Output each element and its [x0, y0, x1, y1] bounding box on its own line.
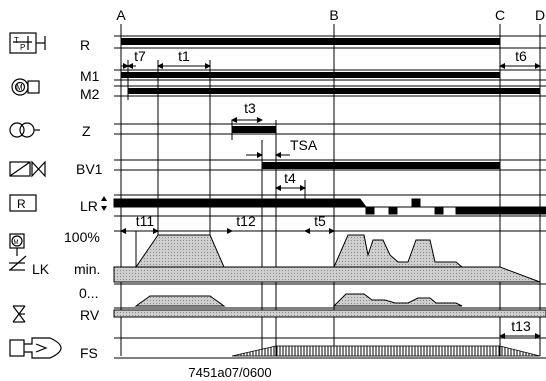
air-damper-icon: M [9, 233, 27, 271]
document-code: 7451a07/0600 [188, 365, 271, 380]
rv-curve [113, 293, 546, 318]
timer-label-t13: t13 [511, 318, 531, 334]
flame-sensor-icon [9, 337, 62, 359]
bar-m1 [121, 72, 500, 78]
signal-label-m1: M1 [80, 68, 100, 84]
column-label-a: A [116, 7, 126, 23]
timer-label-t4: t4 [284, 170, 296, 186]
lk-curve [113, 230, 546, 283]
bar-r [121, 38, 500, 45]
column-label-b: B [329, 7, 338, 23]
ignition-icon [9, 122, 40, 138]
valve-icon [9, 160, 46, 178]
timer-arrows [120, 63, 541, 339]
signal-label-z: Z [82, 123, 91, 139]
timer-label-t6: t6 [515, 48, 527, 64]
timer-label-t1: t1 [178, 48, 190, 64]
signal-label-bv1: BV1 [76, 161, 103, 177]
timer-label-tsa: TSA [290, 137, 318, 153]
reset-icon: R [9, 194, 37, 212]
signal-label-lr: LR [80, 198, 98, 214]
svg-text:T: T [14, 36, 19, 45]
timer-label-t12: t12 [236, 213, 256, 229]
signal-label-m2: M2 [80, 86, 100, 102]
signal-label-r: R [80, 37, 90, 53]
column-label-c: C [495, 7, 505, 23]
signal-rails [114, 35, 546, 359]
regulating-valve-icon [12, 305, 26, 323]
bar-z [232, 126, 276, 133]
signal-label-100-percent: 100% [64, 229, 100, 245]
svg-text:R: R [17, 197, 26, 211]
signal-label-rv: RV [80, 307, 100, 323]
svg-text:M: M [16, 83, 23, 92]
signal-label-min: min. [74, 261, 100, 277]
signal-label-lk: LK [32, 261, 50, 277]
signal-label-fs: FS [80, 345, 98, 361]
bar-m2 [128, 88, 540, 94]
controller-icon: T P [9, 32, 46, 54]
bar-lr [113, 198, 546, 215]
timer-label-t7: t7 [134, 48, 146, 64]
timer-label-t3: t3 [244, 100, 256, 116]
timer-label-t11: t11 [136, 213, 155, 229]
bar-bv1 [262, 162, 500, 169]
fs-signal [231, 345, 541, 357]
svg-text:M: M [14, 240, 19, 246]
signal-label-zero: 0... [79, 285, 98, 301]
svg-text:P: P [20, 43, 25, 52]
motor-icon: M [11, 78, 40, 96]
column-label-d: D [535, 7, 545, 23]
up-down-arrows-icon [101, 196, 107, 211]
timer-label-t5: t5 [314, 213, 326, 229]
